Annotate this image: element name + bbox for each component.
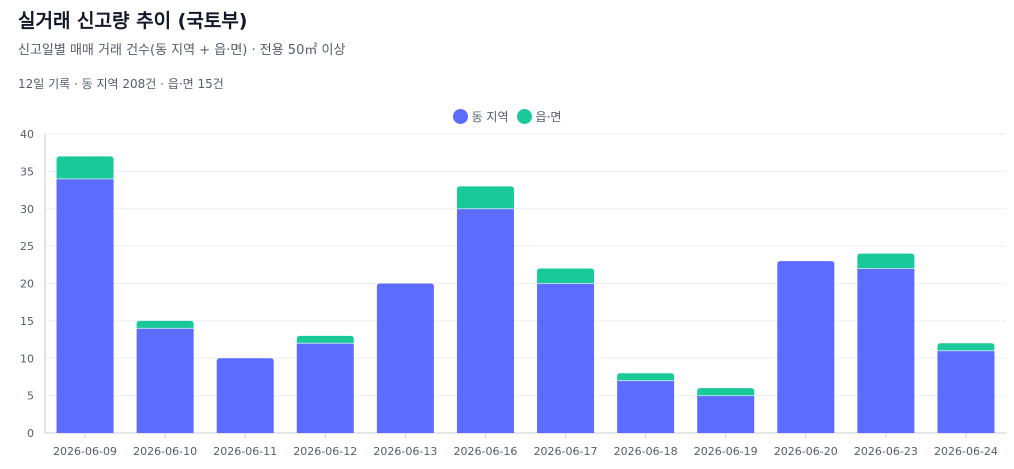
summary-text: 12일 기록 · 동 지역 208건 · 읍·면 15건 [18,77,224,91]
bar-2026-06-09-dong [56,178,114,433]
bar-2026-06-18-dong [617,380,675,433]
y-tick-label-0: 0 [27,427,34,440]
y-tick-label-10: 10 [20,352,34,365]
bar-2026-06-19-dong [697,395,755,433]
bar-2026-06-10-eupmyeon [136,320,194,329]
x-tick-label-2026-06-10: 2026-06-10 [133,445,197,458]
bar-2026-06-10-dong [136,328,194,433]
bar-2026-06-16-dong [456,208,514,433]
x-tick-label-2026-06-11: 2026-06-11 [213,445,277,458]
x-tick-label-2026-06-24: 2026-06-24 [934,445,998,458]
bar-2026-06-18-eupmyeon [617,373,675,381]
bar-2026-06-09-eupmyeon [56,156,114,179]
bar-2026-06-23-eupmyeon [857,253,915,269]
chart-legend: 동 지역 읍·면 [0,108,1014,125]
y-tick-label-25: 25 [20,240,34,253]
x-tick-label-2026-06-19: 2026-06-19 [694,445,758,458]
bar-2026-06-24-eupmyeon [937,343,995,351]
bar-2026-06-17-eupmyeon [537,268,595,284]
x-tick-label-2026-06-23: 2026-06-23 [854,445,918,458]
bar-2026-06-11-dong [216,358,274,433]
legend-item-dong[interactable]: 동 지역 [452,108,509,125]
y-tick-label-20: 20 [20,278,34,291]
bar-2026-06-19-eupmyeon [697,388,755,396]
x-tick-label-2026-06-20: 2026-06-20 [774,445,838,458]
x-tick-label-2026-06-17: 2026-06-17 [534,445,598,458]
x-tick-label-2026-06-09: 2026-06-09 [53,445,117,458]
x-tick-label-2026-06-12: 2026-06-12 [293,445,357,458]
bar-2026-06-12-dong [296,343,354,433]
bar-2026-06-17-dong [537,283,595,433]
legend-swatch-eupmyeon [516,109,532,124]
bar-2026-06-20-dong [777,261,835,433]
x-tick-label-2026-06-16: 2026-06-16 [453,445,517,458]
bar-2026-06-23-dong [857,268,915,433]
x-tick-label-2026-06-18: 2026-06-18 [614,445,678,458]
y-tick-label-40: 40 [20,128,34,141]
page-title: 실거래 신고량 추이 (국토부) [18,10,248,32]
y-tick-label-35: 35 [20,165,34,178]
bar-2026-06-13-dong [376,283,434,433]
x-tick-label-2026-06-13: 2026-06-13 [373,445,437,458]
bar-2026-06-24-dong [937,350,995,433]
y-tick-label-5: 5 [27,390,34,403]
legend-label-eupmyeon: 읍·면 [535,110,562,124]
legend-label-dong: 동 지역 [471,110,509,124]
y-tick-label-30: 30 [20,203,34,216]
page-subtitle: 신고일별 매매 거래 건수(동 지역 + 읍·면) · 전용 50㎡ 이상 [18,43,346,58]
legend-item-eupmyeon[interactable]: 읍·면 [516,108,562,125]
legend-swatch-dong [452,109,468,124]
bar-2026-06-16-eupmyeon [456,186,514,209]
y-tick-label-15: 15 [20,315,34,328]
bar-2026-06-12-eupmyeon [296,335,354,344]
